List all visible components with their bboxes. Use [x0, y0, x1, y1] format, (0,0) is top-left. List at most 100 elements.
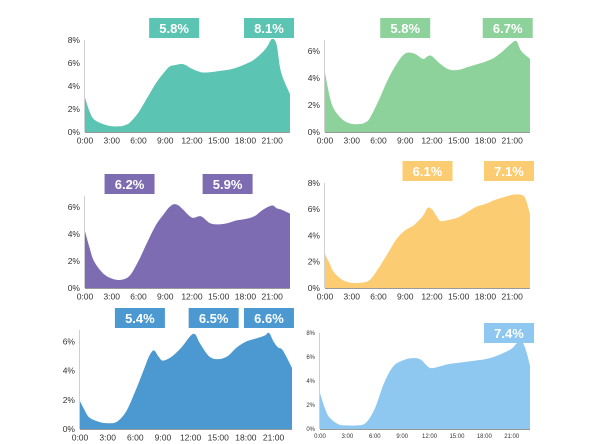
x-tick-label: 6:00 [369, 434, 381, 440]
x-tick-label: 3:00 [343, 292, 360, 302]
x-tick-label: 18:00 [235, 136, 257, 146]
x-tick-label: 21:00 [262, 136, 284, 146]
x-tick-label: 9:00 [397, 136, 414, 146]
y-tick-label: 6% [63, 337, 76, 347]
y-tick-label: 4% [308, 73, 321, 83]
callout-label: 7.4% [494, 326, 524, 341]
callout-label: 5.8% [390, 21, 420, 36]
y-tick-label: 8% [68, 35, 81, 45]
y-tick-label: 4% [68, 229, 81, 239]
area-series [325, 194, 530, 288]
area-series [85, 204, 290, 288]
y-tick-label: 8% [306, 331, 315, 337]
x-tick-label: 15:00 [448, 292, 470, 302]
x-tick-label: 0:00 [77, 136, 94, 146]
callout-label: 5.8% [159, 21, 189, 36]
callout-box [202, 174, 253, 194]
callout-box [482, 18, 533, 38]
callout-box [244, 18, 294, 38]
x-tick-label: 12:00 [180, 433, 202, 443]
chart-6: 0% 2% 4% 6% 8% 0:00 3:00 6:00 9:00 12:00 15:00 18:0… [306, 323, 534, 440]
y-tick-label: 2% [308, 257, 321, 267]
x-tick-label: 0:00 [317, 136, 334, 146]
x-tick-label: 0:00 [317, 292, 334, 302]
y-tick-label: 0% [68, 127, 81, 137]
x-tick-label: 3:00 [343, 136, 360, 146]
x-tick-label: 9:00 [157, 136, 174, 146]
x-tick-label: 6:00 [130, 136, 147, 146]
x-tick-label: 15:00 [208, 433, 230, 443]
x-tick-label: 18:00 [475, 292, 497, 302]
y-tick-label: 6% [68, 202, 81, 212]
y-tick-label: 2% [68, 104, 81, 114]
x-tick-label: 21:00 [262, 292, 284, 302]
x-tick-label: 18:00 [475, 136, 497, 146]
x-tick-label: 3:00 [103, 136, 120, 146]
chart-1: 0% 2% 4% 6% 8% 0:00 3:00 6:00 9:00 12:00 15:00 18:0… [68, 18, 294, 146]
y-tick-label: 0% [68, 283, 81, 293]
area-series [85, 38, 290, 132]
x-tick-label: 3:00 [103, 292, 120, 302]
y-tick-label: 2% [63, 395, 76, 405]
x-tick-label: 6:00 [370, 292, 387, 302]
x-tick-label: 18:00 [235, 292, 257, 302]
x-tick-label: 21:00 [504, 434, 520, 440]
x-tick-label: 21:00 [263, 433, 285, 443]
chart-3: 0% 2% 4% 6% 0:00 3:00 6:00 9:00 12:00 15:00 18:00 2… [68, 174, 290, 302]
chart-4: 0% 2% 4% 6% 8% 0:00 3:00 6:00 9:00 12:00 15:00 18:0… [308, 161, 534, 302]
y-tick-label: 4% [68, 81, 81, 91]
x-tick-label: 18:00 [477, 434, 493, 440]
x-tick-label: 21:00 [502, 136, 524, 146]
y-tick-label: 2% [308, 100, 321, 110]
y-tick-label: 4% [63, 366, 76, 376]
callout-label: 5.9% [213, 177, 243, 192]
y-tick-label: 6% [308, 204, 321, 214]
chart-2: 0% 2% 4% 6% 0:00 3:00 6:00 9:00 12:00 15:00 18:00 2… [308, 18, 533, 146]
y-tick-label: 2% [306, 403, 315, 409]
x-tick-label: 6:00 [370, 136, 387, 146]
x-tick-label: 0:00 [77, 292, 94, 302]
callout-label: 8.1% [254, 21, 284, 36]
y-tick-label: 0% [308, 283, 321, 293]
x-tick-label: 6:00 [130, 292, 147, 302]
y-tick-label: 4% [306, 379, 315, 385]
callout-label: 7.1% [494, 164, 524, 179]
x-tick-label: 12:00 [422, 434, 438, 440]
callout-box [243, 308, 294, 328]
x-tick-label: 9:00 [155, 433, 172, 443]
callout-label: 5.4% [125, 311, 155, 326]
x-tick-label: 15:00 [208, 136, 230, 146]
x-tick-label: 12:00 [181, 292, 203, 302]
callout-label: 6.2% [115, 177, 145, 192]
y-tick-label: 2% [68, 256, 81, 266]
callout-box [188, 308, 239, 328]
x-tick-label: 9:00 [397, 292, 414, 302]
x-tick-label: 9:00 [157, 292, 174, 302]
x-tick-label: 6:00 [127, 433, 144, 443]
callout-box [149, 18, 200, 38]
x-tick-label: 0:00 [72, 433, 89, 443]
y-tick-label: 0% [306, 427, 315, 433]
x-tick-label: 9:00 [396, 434, 408, 440]
x-tick-label: 15:00 [448, 136, 470, 146]
y-tick-label: 0% [308, 127, 321, 137]
area-series [325, 40, 530, 132]
callout-label: 6.5% [199, 311, 229, 326]
callout-label: 6.1% [413, 164, 443, 179]
callout-box [114, 308, 165, 328]
x-tick-label: 3:00 [342, 434, 354, 440]
y-tick-label: 4% [308, 230, 321, 240]
callout-label: 6.7% [493, 21, 523, 36]
x-tick-label: 15:00 [208, 292, 230, 302]
x-tick-label: 18:00 [235, 433, 257, 443]
x-tick-label: 3:00 [99, 433, 116, 443]
area-series [80, 332, 292, 429]
x-tick-label: 12:00 [421, 136, 443, 146]
callout-box [484, 323, 534, 343]
callout-label: 6.6% [254, 311, 284, 326]
x-tick-label: 12:00 [421, 292, 443, 302]
x-tick-label: 21:00 [502, 292, 524, 302]
callout-box [380, 18, 431, 38]
y-tick-label: 8% [308, 178, 321, 188]
